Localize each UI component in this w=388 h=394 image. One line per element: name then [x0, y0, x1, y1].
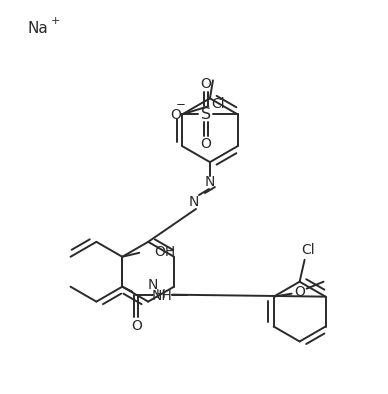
- Text: O: O: [294, 284, 305, 299]
- Text: N: N: [148, 278, 158, 292]
- Text: Na: Na: [28, 20, 48, 35]
- Text: O: O: [200, 77, 211, 91]
- Text: NH: NH: [152, 289, 173, 303]
- Text: N: N: [189, 195, 199, 209]
- Text: O: O: [131, 318, 142, 333]
- Text: Cl: Cl: [211, 97, 225, 112]
- Text: Cl: Cl: [301, 243, 314, 257]
- Text: N: N: [205, 175, 215, 189]
- Text: O: O: [200, 137, 211, 151]
- Text: +: +: [50, 16, 60, 26]
- Text: OH: OH: [154, 245, 175, 259]
- Text: S: S: [201, 107, 211, 122]
- Text: −: −: [176, 98, 186, 111]
- Text: H: H: [156, 288, 166, 301]
- Text: O: O: [170, 108, 181, 122]
